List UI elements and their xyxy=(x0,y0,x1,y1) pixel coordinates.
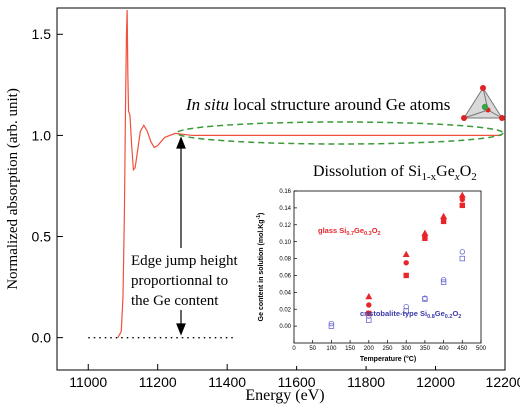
data-point xyxy=(459,196,465,203)
y-tick-label: 0.00 xyxy=(279,324,291,330)
x-tick-label: 450 xyxy=(457,346,468,352)
y-tick-label: 0.10 xyxy=(279,240,291,246)
annotation-text: local structure around Ge atoms xyxy=(229,95,450,114)
inset-y-axis-title: Ge content in solution (mol.Kg-1) xyxy=(256,213,265,322)
main-axes-frame xyxy=(56,7,506,371)
data-point xyxy=(422,235,428,241)
annotation: the Ge content xyxy=(131,293,219,309)
inset-annotation: cristobalite-type Si0.8Ge0.2O2 xyxy=(360,309,461,320)
annotation-subscript: 0.2 xyxy=(445,314,453,320)
x-tick-label: 350 xyxy=(420,346,431,352)
y-tick-label: 0.14 xyxy=(279,206,291,212)
y-tick-label: 0.12 xyxy=(279,223,291,229)
axis-title-superscript: -1 xyxy=(256,215,262,220)
tetrahedron-icon xyxy=(461,85,505,121)
y-tick-label: 0.06 xyxy=(279,274,291,280)
annotation-subscript: 1-x xyxy=(421,171,436,183)
x-tick-label: 50 xyxy=(309,346,316,352)
annotation-subscript: 0.3 xyxy=(364,231,372,237)
annotation: proportionnal to xyxy=(131,273,228,289)
annotation-subscript: 0.8 xyxy=(427,314,435,320)
inset-x-axis-title: Temperature (°C) xyxy=(360,355,416,363)
x-tick-label: 150 xyxy=(345,346,356,352)
annotation-text: Ge xyxy=(435,309,445,318)
inset-background xyxy=(250,184,500,366)
annotation-text: O xyxy=(460,163,472,180)
data-point xyxy=(366,302,372,308)
x-tick-label: 250 xyxy=(382,346,393,352)
y-axis-title: Normalized absorption (arb. unit) xyxy=(5,88,21,290)
axis-title-text: ) xyxy=(258,213,265,215)
data-point xyxy=(422,296,428,302)
annotation-text: glass Si xyxy=(318,226,346,235)
annotation-subscript: x xyxy=(454,171,460,183)
inset-plot: 0 50 100 150 200 250 300 350 400 450 500 0.00 0.02 0.… xyxy=(279,189,486,352)
axis-title-text: Ge content in solution (mol.Kg xyxy=(258,219,265,321)
data-point xyxy=(403,308,409,314)
x-tick-label: 200 xyxy=(364,346,375,352)
x-tick-label: 12000 xyxy=(416,374,455,390)
highlight-ellipse xyxy=(176,121,504,145)
annotation-subscript: 2 xyxy=(471,171,477,183)
data-point xyxy=(459,249,465,255)
x-tick-label: 400 xyxy=(439,346,450,352)
data-point xyxy=(403,260,409,266)
x-tick-label: 11000 xyxy=(69,374,107,390)
annotation-text: O xyxy=(452,309,458,318)
x-tick-label: 11600 xyxy=(278,374,316,390)
inset-annotation: glass Si0.7Ge0.3O2 xyxy=(318,226,381,237)
data-point xyxy=(440,218,447,225)
annotation-subscript: 2 xyxy=(378,231,381,237)
y-tick-label: 0.16 xyxy=(279,189,291,195)
x-axis-title: Energy (eV) xyxy=(245,387,324,404)
x-tick-label: 100 xyxy=(326,346,337,352)
data-line xyxy=(117,10,502,338)
annotation-subscript: 0.7 xyxy=(346,231,354,237)
data-point xyxy=(459,202,465,209)
data-point xyxy=(366,317,372,323)
data-point xyxy=(402,250,410,258)
annotation-text: Ge xyxy=(436,163,455,180)
y-tick-label: 0.08 xyxy=(279,257,291,263)
y-tick-label: 0.5 xyxy=(32,228,52,244)
annotation-text: Ge xyxy=(354,226,364,235)
y-tick-label: 0.02 xyxy=(279,307,291,313)
annotation-text: In situ xyxy=(185,95,229,114)
data-point xyxy=(403,272,409,279)
annotation: In situ local structure around Ge atoms xyxy=(185,95,450,114)
annotation-text: cristobalite-type Si xyxy=(360,309,427,318)
y-tick-label: 0.0 xyxy=(32,330,52,346)
data-point xyxy=(459,255,465,262)
annotation: Dissolution of Si1-xGexO2 xyxy=(313,163,477,183)
annotation-subscript: 2 xyxy=(458,314,461,320)
data-point xyxy=(440,279,447,285)
x-tick-label: 11800 xyxy=(347,374,385,390)
annotation-text: O xyxy=(372,226,378,235)
data-point xyxy=(365,292,373,300)
y-tick-label: 0.04 xyxy=(279,290,291,296)
annotation-text: Dissolution of Si xyxy=(313,163,422,180)
y-tick-label: 1.0 xyxy=(32,127,52,143)
x-tick-label: 11400 xyxy=(208,374,246,390)
annotation: Edge jump height xyxy=(131,253,238,269)
edge-jump-arrow xyxy=(176,136,186,336)
x-tick-label: 500 xyxy=(476,346,487,352)
x-tick-label: 0 xyxy=(292,346,296,352)
data-point xyxy=(328,323,335,329)
y-tick-label: 1.5 xyxy=(32,26,52,42)
x-tick-label: 300 xyxy=(401,346,412,352)
x-tick-label: 11200 xyxy=(139,374,177,390)
